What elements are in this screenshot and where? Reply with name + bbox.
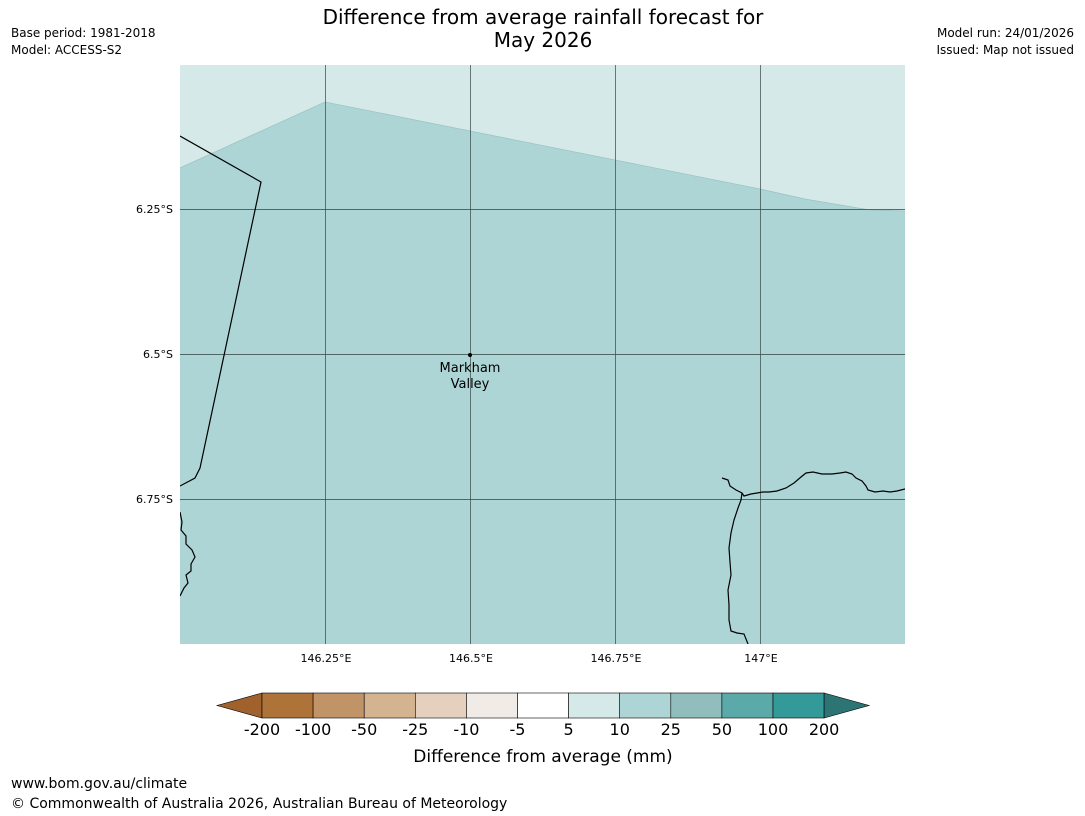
title-line-2: May 2026 — [493, 28, 593, 52]
legend-label-8: 25 — [661, 720, 681, 739]
legend-label-1: -100 — [295, 720, 331, 739]
legend-swatch-5 — [466, 692, 518, 719]
meta-right: Model run: 24/01/2026 Issued: Map not is… — [936, 25, 1074, 59]
graticule — [180, 65, 905, 644]
borders-coastlines — [180, 135, 905, 644]
rainfall-area-5-10 — [180, 65, 905, 211]
legend-label-4: -10 — [453, 720, 479, 739]
legend-extend-low — [215, 692, 263, 719]
page-title: Difference from average rainfall forecas… — [243, 6, 843, 52]
issued-text: Issued: Map not issued — [936, 43, 1074, 57]
coastline-east — [721, 471, 905, 497]
meta-left: Base period: 1981-2018 Model: ACCESS-S2 — [11, 25, 156, 59]
legend-label-7: 10 — [610, 720, 630, 739]
lon-label-3: 146.75°E — [591, 652, 642, 665]
legend-swatch-11 — [772, 692, 825, 719]
lon-label-2: 146.5°E — [449, 652, 493, 665]
place-label-line-2: Valley — [451, 377, 490, 392]
legend-labels: -200 -100 -50 -25 -10 -5 5 10 25 50 100 200 — [244, 720, 840, 739]
coastline-west — [180, 511, 196, 597]
boundary-line — [180, 135, 262, 487]
legend-label-2: -50 — [351, 720, 377, 739]
area-boundary-line — [180, 101, 905, 212]
model-text: Model: ACCESS-S2 — [11, 43, 123, 57]
coastline-inlet — [727, 492, 749, 644]
legend-swatch-7 — [568, 692, 620, 719]
model-run-text: Model run: 24/01/2026 — [936, 26, 1074, 40]
title-line-1: Difference from average rainfall forecas… — [322, 5, 764, 29]
place-label-line-1: Markham — [440, 361, 501, 376]
legend-label-0: -200 — [244, 720, 280, 739]
legend-swatch-8 — [619, 692, 672, 719]
lat-label-1: 6.25°S — [136, 203, 173, 216]
legend-extend-high — [823, 692, 871, 719]
legend-label-3: -25 — [402, 720, 428, 739]
latitude-labels: 6.25°S 6.5°S 6.75°S — [136, 203, 173, 506]
footer-copyright: © Commonwealth of Australia 2026, Austra… — [11, 796, 508, 812]
lat-label-2: 6.5°S — [143, 348, 173, 361]
map-panel: Markham Valley — [180, 65, 905, 644]
footer: www.bom.gov.au/climate © Commonwealth of… — [11, 774, 507, 814]
legend-swatch-6 — [517, 692, 569, 719]
legend-label-9: 50 — [712, 720, 732, 739]
markham-valley-point — [468, 353, 472, 357]
lon-label-4: 147°E — [744, 652, 777, 665]
footer-url: www.bom.gov.au/climate — [11, 776, 188, 792]
legend-label-5: -5 — [510, 720, 526, 739]
legend-swatch-4 — [414, 692, 467, 719]
legend-swatch-2 — [312, 692, 365, 719]
legend-swatch-10 — [721, 692, 774, 719]
legend-label-6: 5 — [564, 720, 574, 739]
color-legend: -200 -100 -50 -25 -10 -5 5 10 25 50 100 200 Differe… — [215, 692, 871, 767]
lat-label-3: 6.75°S — [136, 493, 173, 506]
legend-label-11: 200 — [809, 720, 840, 739]
legend-swatch-3 — [363, 692, 416, 719]
base-period-text: Base period: 1981-2018 — [11, 26, 156, 40]
legend-swatch-9 — [670, 692, 723, 719]
longitude-labels: 146.25°E 146.5°E 146.75°E 147°E — [301, 652, 778, 665]
legend-swatch-1 — [261, 692, 314, 719]
lon-label-1: 146.25°E — [301, 652, 352, 665]
legend-label-10: 100 — [758, 720, 789, 739]
legend-swatches — [215, 692, 871, 719]
legend-title: Difference from average (mm) — [413, 747, 672, 767]
